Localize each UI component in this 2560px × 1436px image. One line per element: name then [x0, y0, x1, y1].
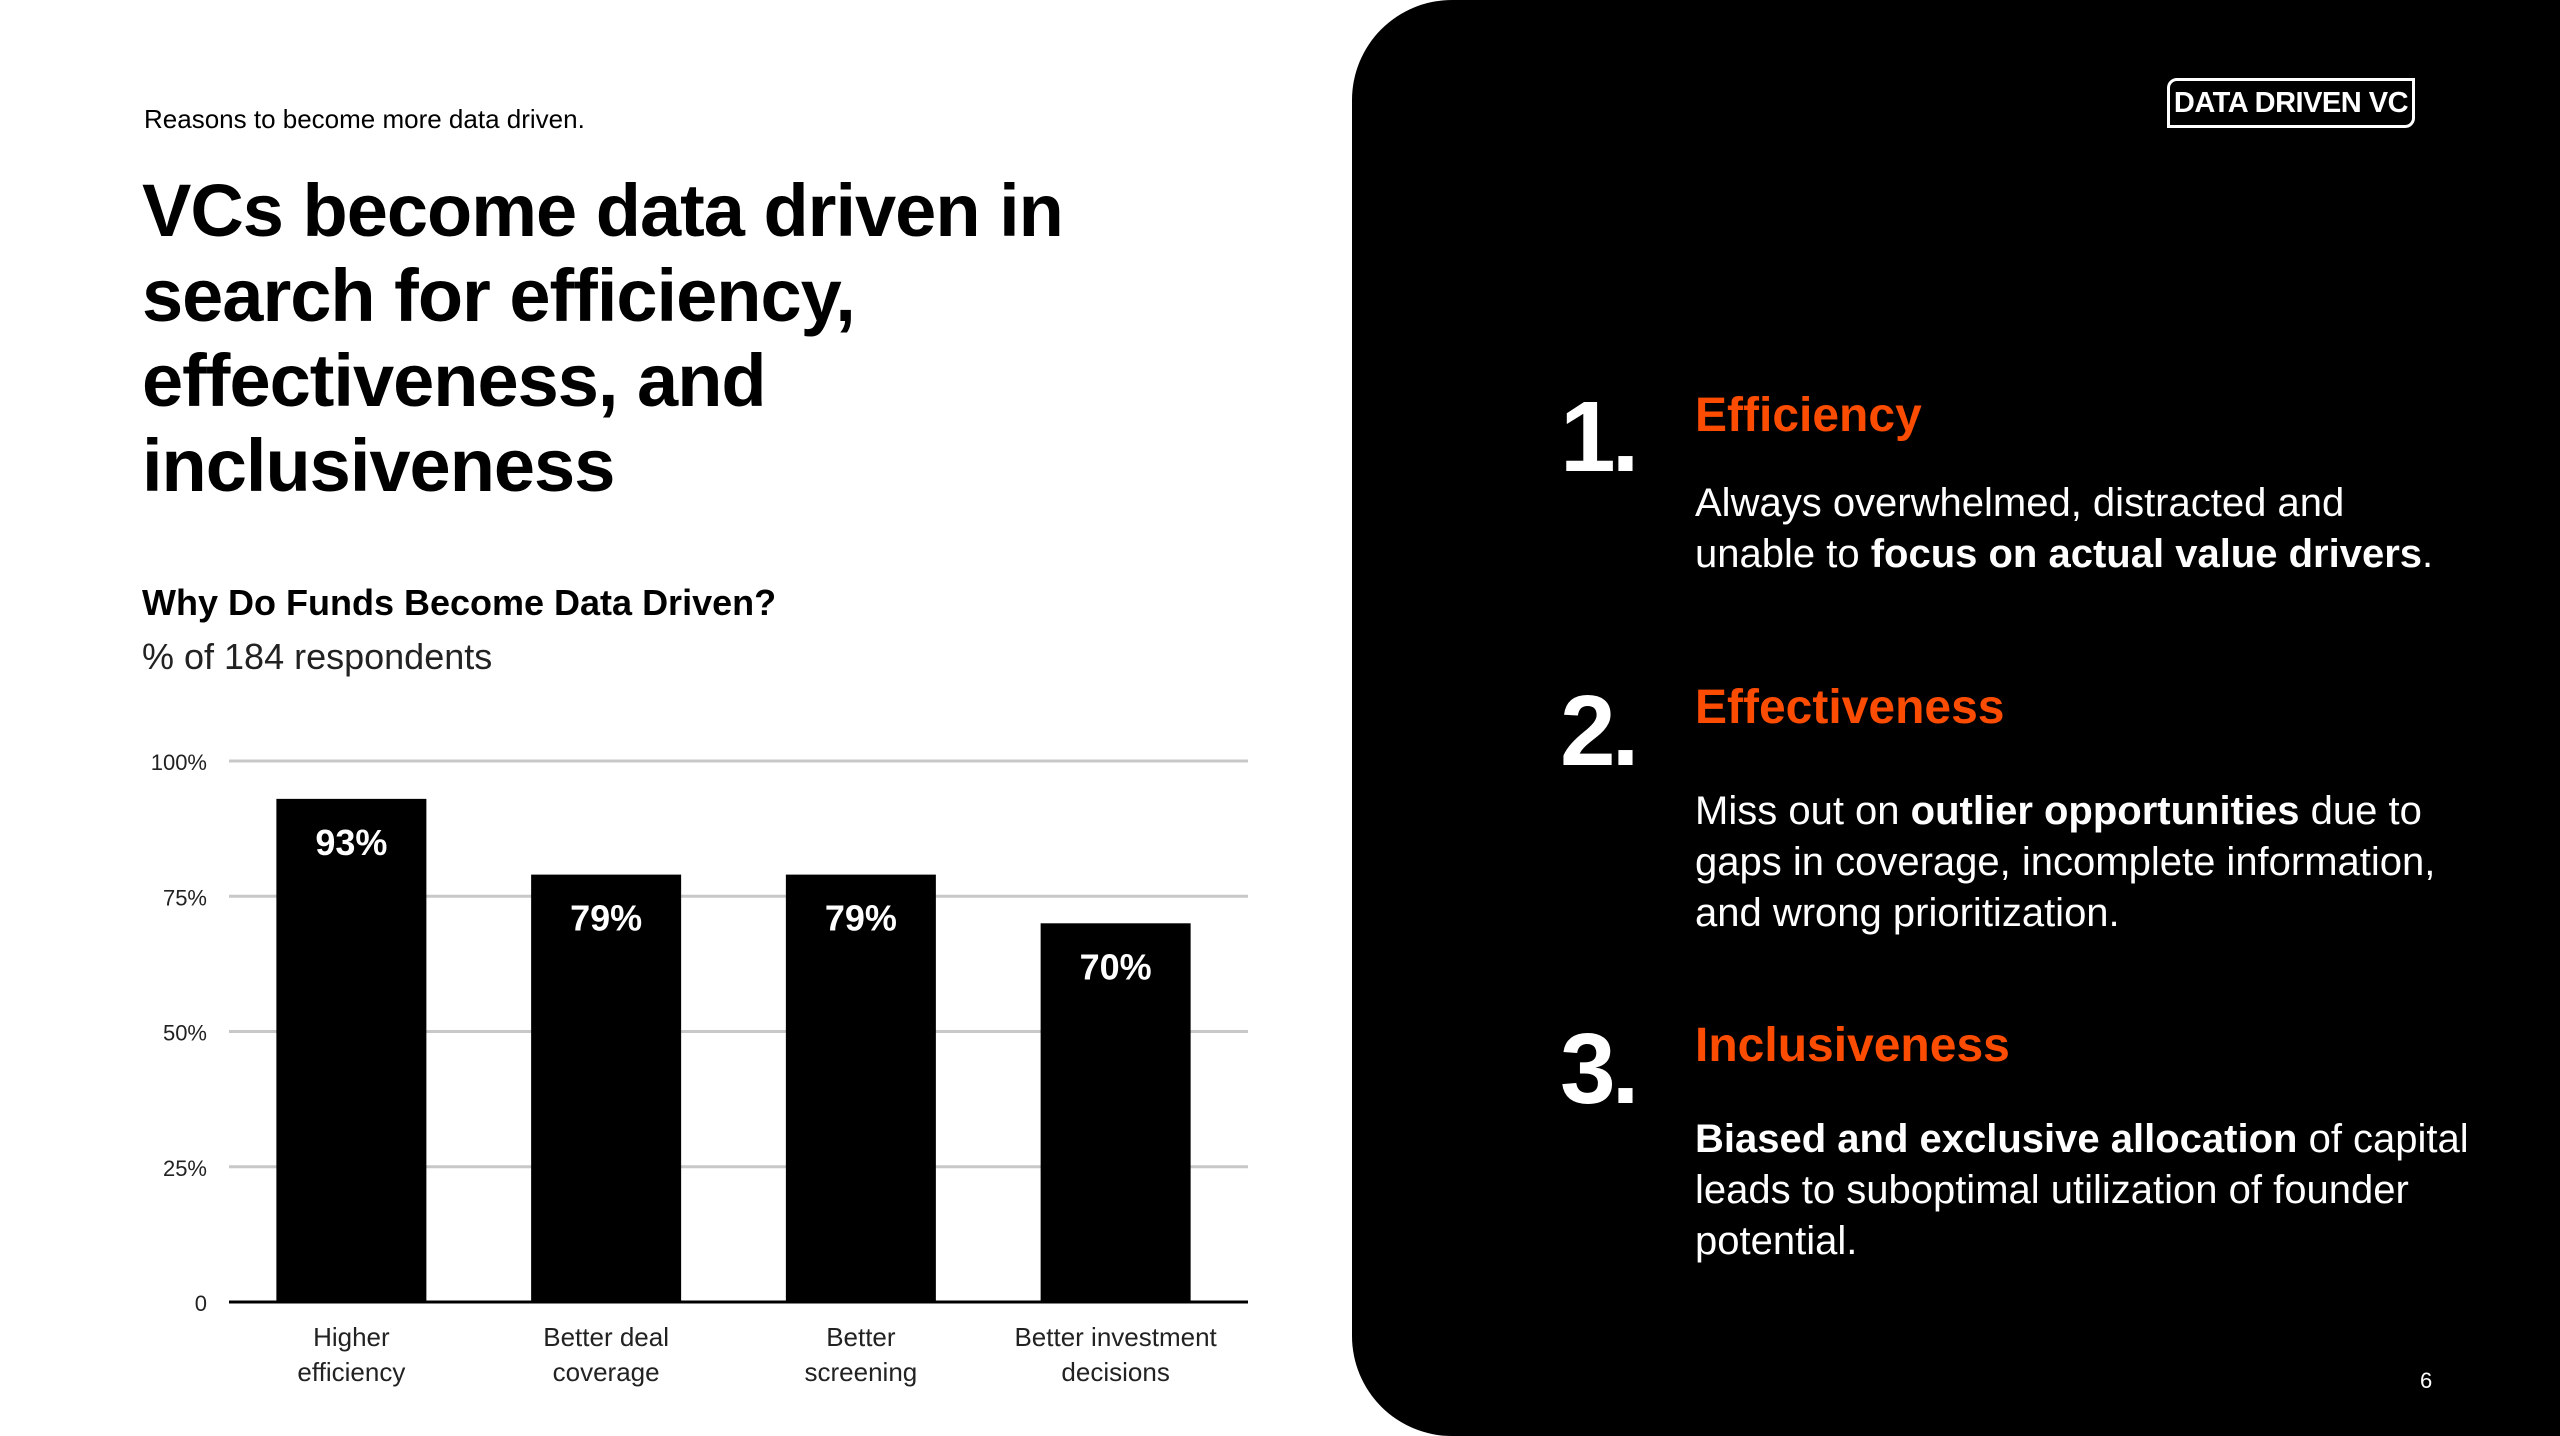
data-label: 79%	[825, 898, 897, 939]
y-tick-label: 75%	[163, 885, 207, 910]
item-number-1: 1.	[1560, 381, 1639, 493]
chart-title: Why Do Funds Become Data Driven?	[142, 582, 777, 623]
slide-title: VCs become data driven in search for eff…	[142, 169, 1064, 507]
chart-subtitle: % of 184 respondents	[142, 636, 493, 677]
bar	[531, 874, 682, 1302]
item-body-effectiveness: Miss out on outlier opportunities due to…	[1695, 789, 2436, 935]
y-tick-label: 100%	[151, 750, 207, 775]
x-tick-label: Higher	[313, 1322, 390, 1352]
data-label: 79%	[570, 898, 642, 939]
data-label: 93%	[315, 822, 387, 863]
right-panel	[1352, 0, 2560, 1436]
y-tick-label: 50%	[163, 1021, 207, 1046]
bar	[276, 798, 427, 1302]
page-number: 6	[2420, 1368, 2433, 1393]
slide-subtitle: Reasons to become more data driven.	[144, 104, 585, 134]
bar-chart: 0 25% 50% 75% 100% 93% Higher efficiency 79% Bett…	[151, 750, 1248, 1387]
item-heading-efficiency: Efficiency	[1695, 389, 1922, 442]
item-number-3: 3.	[1560, 1013, 1639, 1125]
y-tick-label: 0	[195, 1291, 207, 1316]
x-tick-label: coverage	[553, 1357, 660, 1387]
item-heading-inclusiveness: Inclusiveness	[1695, 1019, 2010, 1072]
bar	[1040, 923, 1191, 1302]
item-body-efficiency: Always overwhelmed, distracted and unabl…	[1695, 481, 2434, 576]
bar	[785, 874, 936, 1302]
item-heading-effectiveness: Effectiveness	[1695, 681, 2005, 734]
item-body-inclusiveness: Biased and exclusive allocation of capit…	[1695, 1117, 2469, 1263]
x-tick-label: Better	[826, 1322, 896, 1352]
y-tick-label: 25%	[163, 1156, 207, 1181]
x-tick-label: Better investment	[1014, 1322, 1217, 1352]
x-tick-label: efficiency	[297, 1357, 405, 1387]
x-tick-label: screening	[805, 1357, 918, 1387]
item-number-2: 2.	[1560, 675, 1639, 787]
data-label: 70%	[1080, 946, 1152, 987]
x-tick-label: decisions	[1061, 1357, 1169, 1387]
x-tick-label: Better deal	[543, 1322, 669, 1352]
brand-logo: DATA DRIVEN VC	[2167, 78, 2415, 128]
